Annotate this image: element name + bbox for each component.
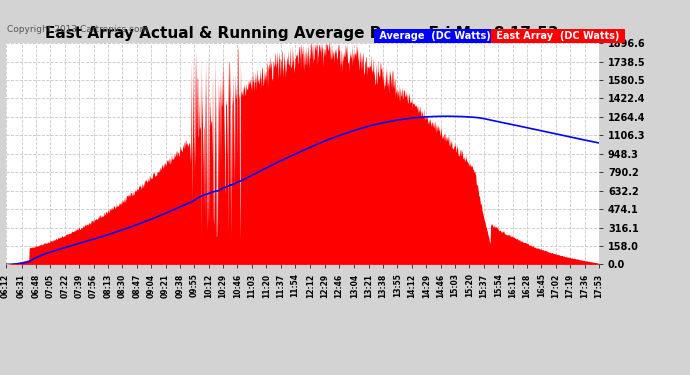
Text: Average  (DC Watts): Average (DC Watts) [377,31,495,41]
Text: Copyright 2013 Cartronics.com: Copyright 2013 Cartronics.com [7,25,148,34]
Text: East Array  (DC Watts): East Array (DC Watts) [493,31,623,41]
Title: East Array Actual & Running Average Power Fri Mar 8 17:53: East Array Actual & Running Average Powe… [46,26,559,40]
